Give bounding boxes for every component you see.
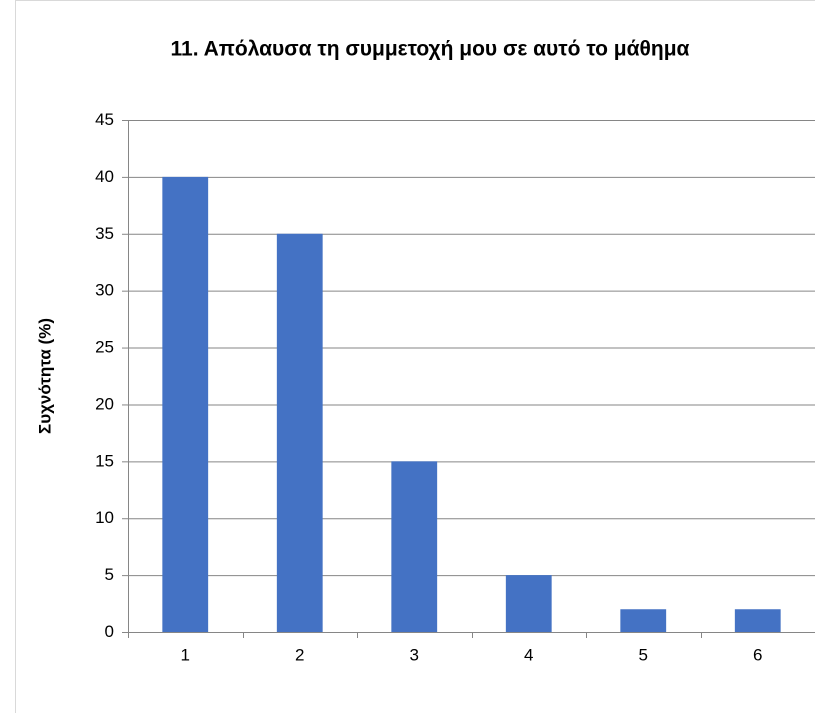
chart-border: [15, 0, 815, 713]
y-tick-label: 40: [95, 167, 114, 186]
y-tick-label: 35: [95, 224, 114, 243]
bar: [162, 176, 209, 632]
x-tick-label: 5: [639, 645, 648, 664]
y-tick-label: 25: [95, 338, 114, 357]
bar: [734, 609, 781, 632]
chart-title: 11. Απόλαυσα τη συμμετοχή μου σε αυτό το…: [171, 38, 690, 61]
y-tick-label: 20: [95, 394, 114, 413]
x-tick-label: 2: [295, 645, 304, 664]
x-tick-label: 6: [753, 645, 762, 664]
x-tick-label: 1: [181, 645, 190, 664]
bar: [391, 461, 438, 632]
y-tick-label: 15: [95, 451, 114, 470]
x-tick-label: 4: [524, 645, 533, 664]
y-tick-label: 45: [95, 110, 114, 129]
bar: [276, 233, 323, 632]
x-tick-label: 3: [410, 645, 419, 664]
y-axis-label: Συχνότητα (%): [35, 318, 54, 434]
y-tick-label: 30: [95, 281, 114, 300]
bar: [620, 609, 667, 632]
bar: [505, 575, 552, 632]
y-tick-label: 0: [105, 622, 114, 641]
y-tick-label: 10: [95, 508, 114, 527]
y-tick-label: 5: [105, 565, 114, 584]
